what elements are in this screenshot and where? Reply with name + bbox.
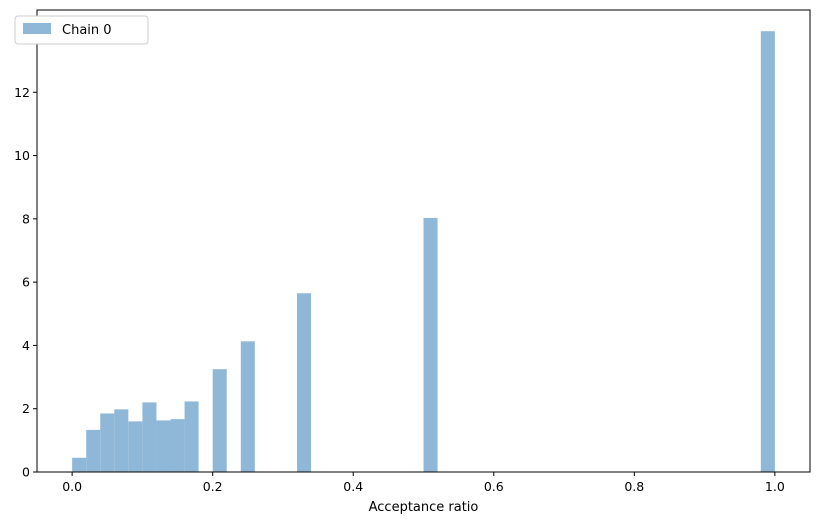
legend: Chain 0 — [14, 15, 149, 45]
x-tick-label: 0.0 — [62, 479, 82, 494]
legend-label: Chain 0 — [62, 23, 112, 38]
histogram-bar — [240, 341, 255, 472]
x-axis-ticks: 0.0 0.2 0.4 0.6 0.8 1.0 — [62, 472, 785, 494]
y-tick-label: 10 — [14, 148, 30, 163]
histogram-bar — [423, 217, 438, 472]
histogram-bar — [100, 413, 115, 472]
x-tick-label: 0.2 — [203, 479, 223, 494]
x-axis-title: Acceptance ratio — [369, 500, 479, 515]
x-tick-label: 0.4 — [343, 479, 363, 494]
y-tick-label: 2 — [22, 401, 30, 416]
histogram-bar — [86, 429, 101, 472]
plot-frame — [36, 9, 811, 473]
y-tick-label: 8 — [22, 211, 30, 226]
x-tick-label: 0.8 — [624, 479, 644, 494]
y-tick-label: 6 — [22, 275, 30, 290]
legend-swatch — [23, 23, 51, 34]
y-tick-label: 4 — [22, 338, 30, 353]
x-tick-label: 1.0 — [765, 479, 785, 494]
histogram-bars — [72, 31, 775, 472]
histogram-bar — [72, 457, 87, 472]
histogram-bar — [297, 293, 312, 472]
histogram-bar — [760, 31, 775, 472]
histogram-bar — [156, 420, 171, 472]
x-tick-label: 0.6 — [484, 479, 504, 494]
histogram-bar — [170, 419, 185, 472]
histogram-bar — [128, 421, 143, 472]
y-tick-label: 0 — [22, 465, 30, 480]
histogram-bar — [212, 369, 227, 472]
histogram-bar — [114, 409, 129, 472]
y-tick-label: 12 — [14, 85, 30, 100]
histogram-bar — [184, 401, 199, 472]
histogram-bar — [142, 402, 157, 472]
